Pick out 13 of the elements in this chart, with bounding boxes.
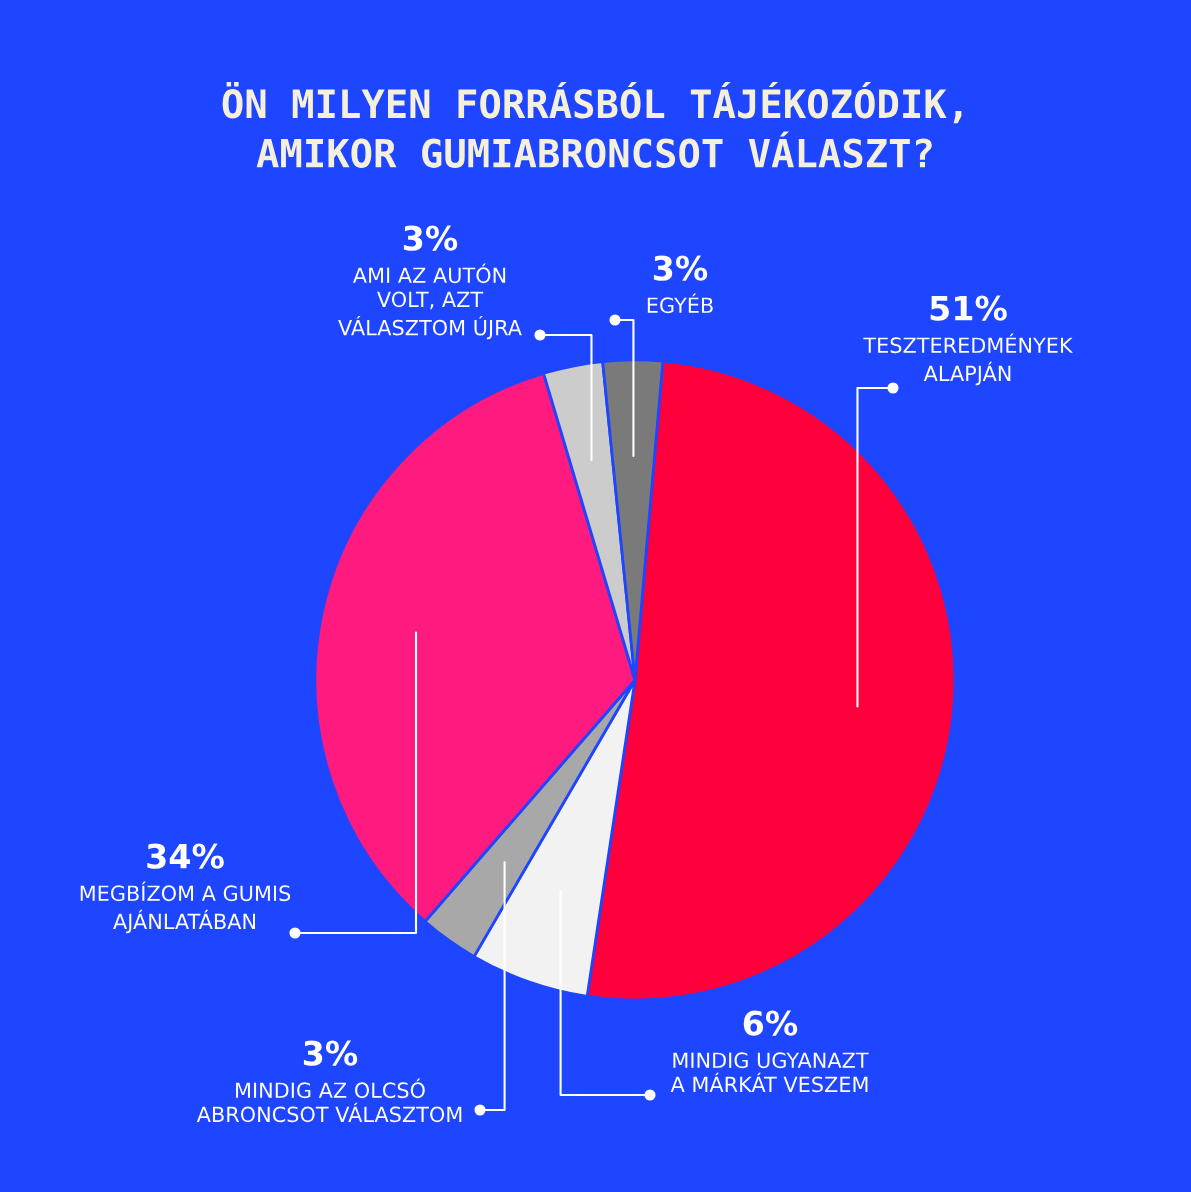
data-label: 6% (743, 1010, 798, 1036)
data-label: 3% (303, 1040, 358, 1066)
data-label: 3% (653, 255, 708, 281)
slice-label: AMI AZ AUTÓN VOLT, AZT VÁLASZTOM ÚJRA (338, 263, 522, 340)
slice-label: MINDIG UGYANAZT A MÁRKÁT VESZEM (670, 1052, 869, 1093)
slice-label: MINDIG AZ OLCSÓ ABRONCSOT VÁLASZTOM (196, 1078, 462, 1123)
slice-label: EGYÉB (647, 293, 713, 314)
data-label: 51% (930, 295, 1007, 321)
data-label: 3% (403, 225, 458, 251)
data-label: 34% (147, 843, 224, 869)
slice-label: MEGBÍZOM A GUMIS AJÁNLATÁBAN (80, 881, 291, 934)
slice-label: TESZTEREDMÉNYEK ALAPJÁN (863, 333, 1074, 386)
chart-title: ÖN MILYEN FORRÁSBÓL TÁJÉKOZÓDIK, AMIKOR GUMIABRONCSOT VÁLASZT? (222, 81, 962, 168)
